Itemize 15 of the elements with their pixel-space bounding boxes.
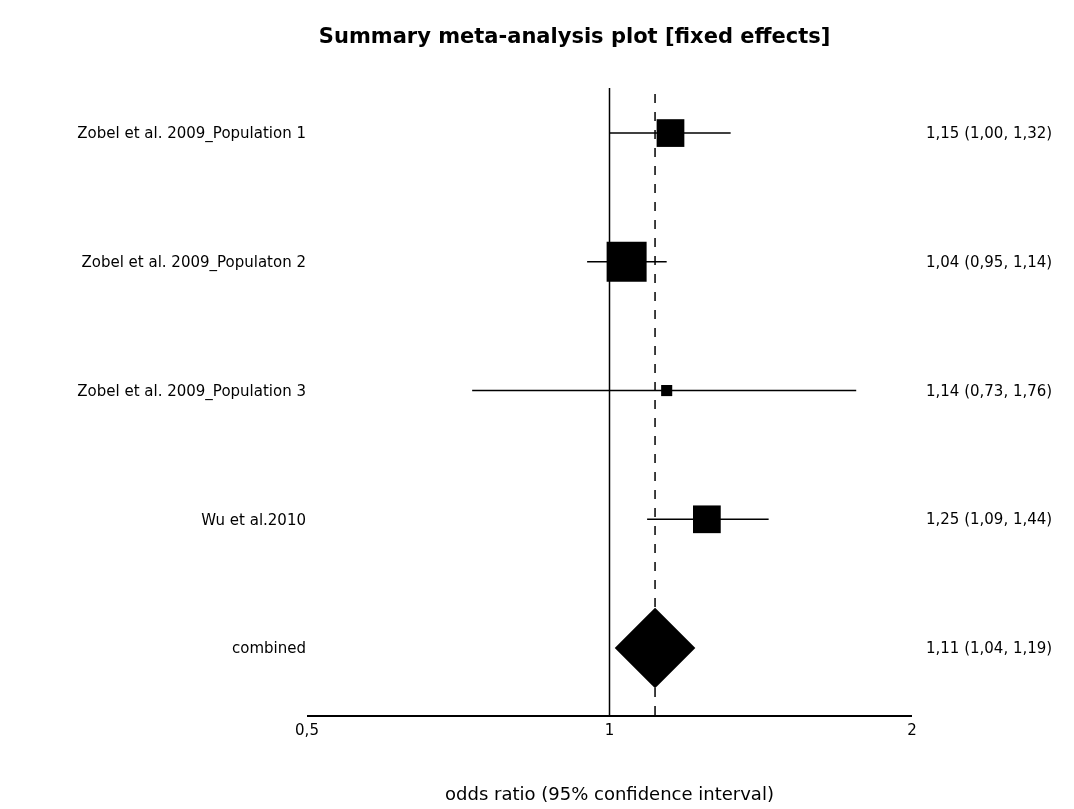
text: 1,25 (1,09, 1,44): [926, 510, 1053, 528]
y-tick-label: Zobel et al. 2009_Population 3: [77, 381, 306, 401]
y-tick-label: Zobel et al. 2009_Populaton 2: [81, 253, 306, 273]
text: 1,11 (1,04, 1,19): [926, 639, 1053, 657]
text: 1,14 (0,73, 1,76): [926, 382, 1053, 400]
y-tick-label: Zobel et al. 2009_Population 1: [77, 124, 306, 144]
y-tick-label: Wu et al.2010: [201, 510, 306, 529]
x-tick-label: 2: [907, 720, 917, 739]
chart-title: Summary meta-analysis plot [fixed effects]: [318, 24, 831, 49]
x-axis-title: odds ratio (95% confidence interval): [445, 783, 774, 805]
y-tick-label: combined: [232, 639, 306, 658]
x-tick-label: 0,5: [295, 720, 319, 739]
x-tick-label: 1: [604, 720, 615, 739]
text: 1,04 (0,95, 1,14): [926, 253, 1053, 271]
text: 1,15 (1,00, 1,32): [926, 124, 1053, 142]
